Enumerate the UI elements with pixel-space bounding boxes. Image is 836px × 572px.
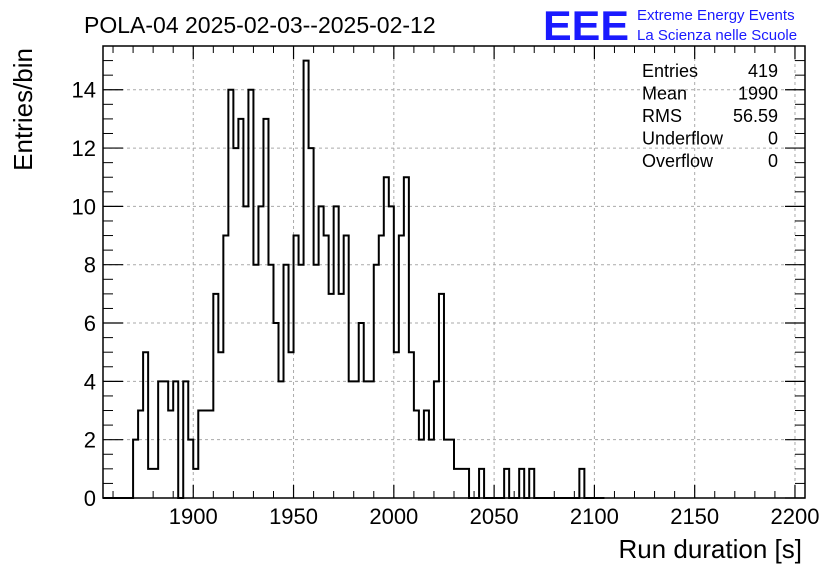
x-tick-label: 1900 [169, 504, 218, 529]
stats-box: Entries 419 Mean 1990 RMS 56.59 Underflow 0 Over… [642, 61, 778, 171]
x-tick-label: 1950 [269, 504, 318, 529]
eee-logo-line1: Extreme Energy Events [637, 7, 795, 24]
stats-value: 419 [748, 61, 778, 81]
eee-logo-line2: La Scienza nelle Scuole [637, 27, 797, 44]
x-tick-label: 2000 [369, 504, 418, 529]
stats-label: RMS [642, 106, 682, 126]
axis-ticks [103, 45, 805, 499]
stats-value: 0 [768, 129, 778, 149]
x-tick-label: 2100 [570, 504, 619, 529]
stats-value: 56.59 [733, 106, 778, 126]
y-tick-label: 8 [84, 253, 96, 278]
chart-title: POLA-04 2025-02-03--2025-02-12 [84, 12, 436, 38]
stats-label: Mean [642, 84, 687, 104]
y-tick-label: 6 [84, 311, 96, 336]
y-tick-label: 14 [72, 78, 96, 103]
grid-lines [103, 46, 805, 498]
y-tick-label: 4 [84, 369, 96, 394]
x-tick-label: 2200 [770, 504, 819, 529]
stats-label: Overflow [642, 151, 714, 171]
x-tick-labels: 1900 1950 2000 2050 2100 2150 2200 [169, 504, 820, 529]
stats-label: Entries [642, 61, 698, 81]
y-tick-label: 10 [72, 194, 96, 219]
histogram-step-line [103, 59, 605, 499]
eee-logo: EEE Extreme Energy Events La Scienza nel… [543, 2, 797, 49]
stats-value: 0 [768, 151, 778, 171]
y-tick-label: 12 [72, 136, 96, 161]
y-tick-labels: 0 2 4 6 8 10 12 14 [72, 78, 96, 511]
y-tick-label: 0 [84, 486, 96, 511]
x-tick-label: 2050 [470, 504, 519, 529]
y-tick-label: 2 [84, 428, 96, 453]
stats-value: 1990 [738, 84, 778, 104]
stats-label: Underflow [642, 129, 724, 149]
x-tick-label: 2150 [670, 504, 719, 529]
y-axis-label: Entries/bin [8, 48, 38, 171]
eee-logo-mark: EEE [543, 2, 629, 49]
plot-frame [102, 45, 806, 499]
x-axis-label: Run duration [s] [618, 534, 802, 564]
